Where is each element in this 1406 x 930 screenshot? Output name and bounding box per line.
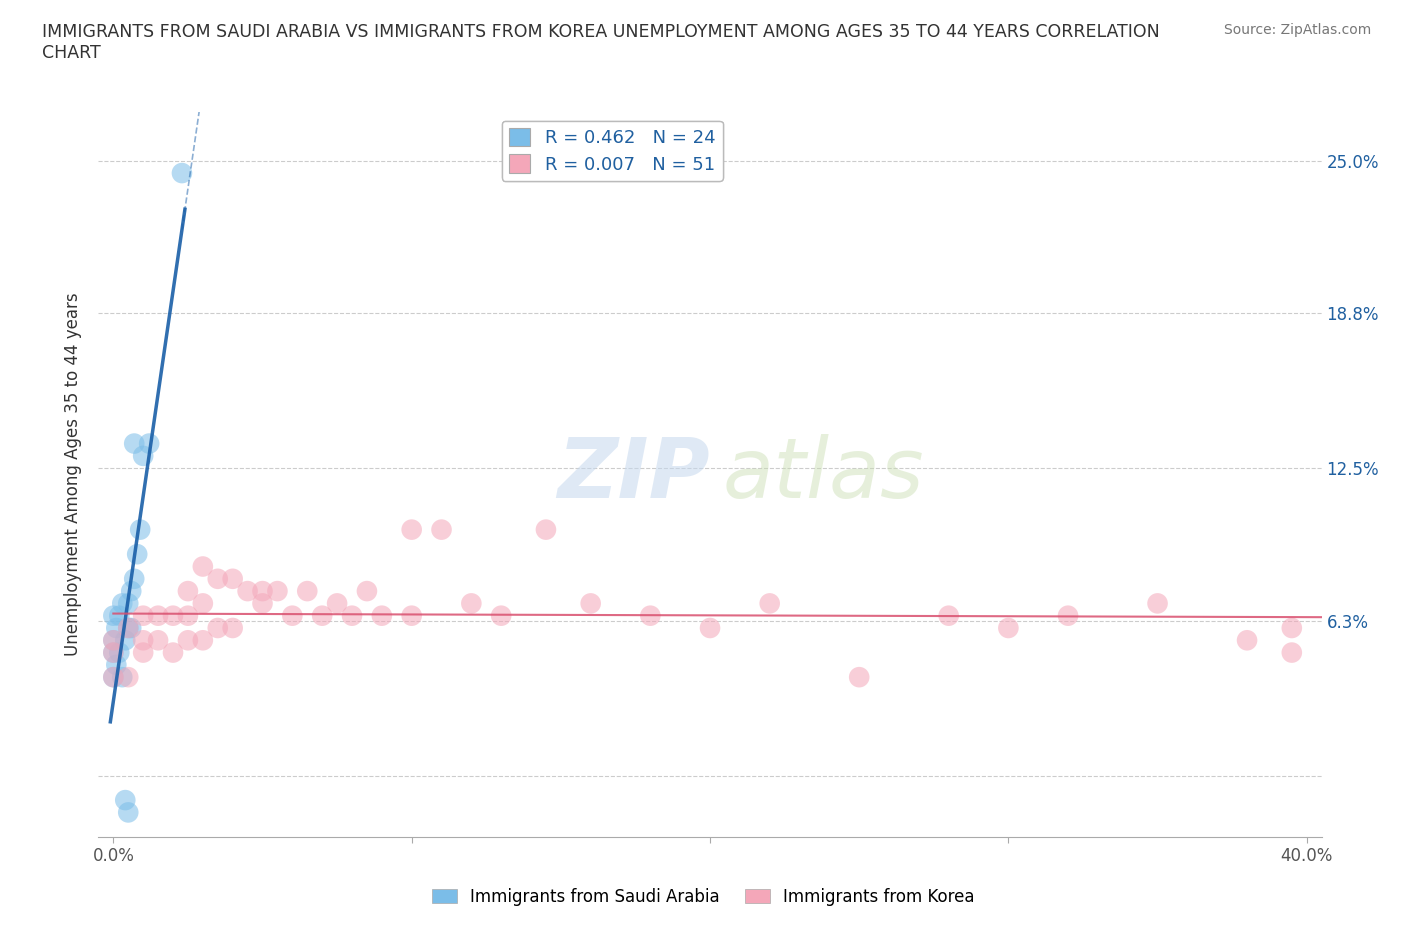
Point [162, 608, 184, 623]
Point [117, 596, 139, 611]
Point [371, 608, 394, 623]
Text: IMMIGRANTS FROM SAUDI ARABIA VS IMMIGRANTS FROM KOREA UNEMPLOYMENT AMONG AGES 35: IMMIGRANTS FROM SAUDI ARABIA VS IMMIGRAN… [42, 23, 1160, 62]
Point [236, 584, 259, 599]
Legend: R = 0.462   N = 24, R = 0.007   N = 51: R = 0.462 N = 24, R = 0.007 N = 51 [502, 121, 723, 181]
Point [114, 792, 136, 807]
Point [207, 620, 229, 635]
Point [297, 584, 319, 599]
Point [127, 547, 149, 562]
Point [103, 632, 125, 647]
Text: Source: ZipAtlas.com: Source: ZipAtlas.com [1223, 23, 1371, 37]
Point [146, 632, 169, 647]
Point [207, 571, 229, 586]
Point [146, 608, 169, 623]
Point [129, 522, 152, 537]
Point [177, 632, 200, 647]
Point [311, 608, 333, 623]
Point [848, 670, 870, 684]
Y-axis label: Unemployment Among Ages 35 to 44 years: Unemployment Among Ages 35 to 44 years [65, 293, 83, 656]
Point [105, 620, 128, 635]
Point [489, 608, 512, 623]
Point [105, 658, 128, 672]
Point [162, 645, 184, 660]
Point [534, 522, 557, 537]
Point [138, 436, 160, 451]
Point [111, 596, 134, 611]
Point [340, 608, 363, 623]
Point [1281, 620, 1303, 635]
Point [103, 670, 125, 684]
Point [177, 608, 200, 623]
Point [266, 584, 288, 599]
Point [117, 620, 139, 635]
Text: ZIP: ZIP [557, 433, 710, 515]
Point [117, 670, 139, 684]
Point [117, 805, 139, 820]
Point [111, 670, 134, 684]
Point [430, 522, 453, 537]
Point [177, 584, 200, 599]
Point [221, 571, 243, 586]
Point [132, 608, 155, 623]
Point [122, 436, 145, 451]
Point [252, 596, 274, 611]
Point [579, 596, 602, 611]
Point [252, 584, 274, 599]
Point [117, 620, 139, 635]
Point [103, 670, 125, 684]
Point [758, 596, 780, 611]
Point [401, 608, 423, 623]
Point [281, 608, 304, 623]
Point [170, 166, 193, 180]
Point [132, 632, 155, 647]
Point [132, 448, 155, 463]
Point [460, 596, 482, 611]
Point [1281, 645, 1303, 660]
Point [103, 645, 125, 660]
Point [356, 584, 378, 599]
Point [401, 522, 423, 537]
Point [122, 571, 145, 586]
Point [997, 620, 1019, 635]
Point [120, 584, 142, 599]
Legend: Immigrants from Saudi Arabia, Immigrants from Korea: Immigrants from Saudi Arabia, Immigrants… [425, 881, 981, 912]
Point [114, 632, 136, 647]
Text: atlas: atlas [723, 433, 924, 515]
Point [103, 608, 125, 623]
Point [108, 608, 131, 623]
Point [108, 645, 131, 660]
Point [103, 645, 125, 660]
Point [326, 596, 349, 611]
Point [1146, 596, 1168, 611]
Point [699, 620, 721, 635]
Point [1057, 608, 1080, 623]
Point [640, 608, 662, 623]
Point [132, 645, 155, 660]
Point [1236, 632, 1258, 647]
Point [120, 620, 142, 635]
Point [191, 596, 214, 611]
Point [103, 632, 125, 647]
Point [191, 632, 214, 647]
Point [191, 559, 214, 574]
Point [938, 608, 960, 623]
Point [221, 620, 243, 635]
